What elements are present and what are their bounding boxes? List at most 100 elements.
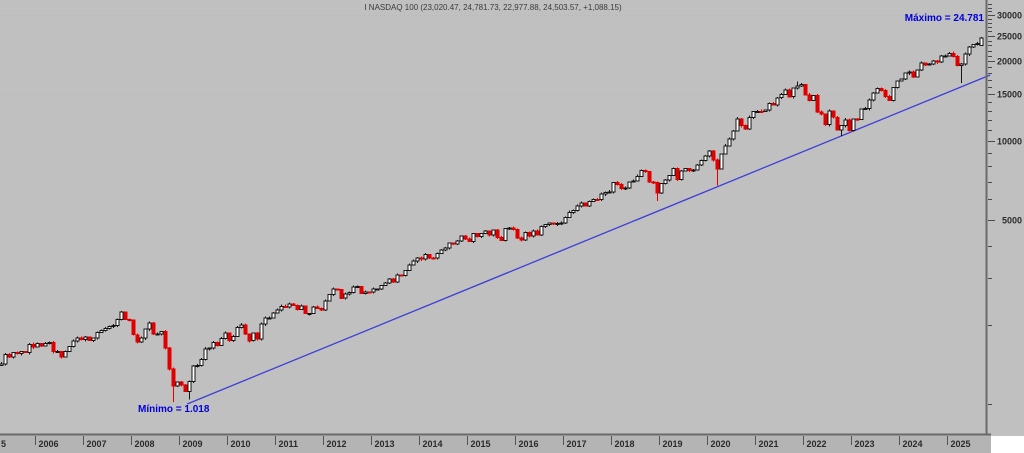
candle	[659, 183, 664, 194]
candle	[947, 51, 952, 57]
candle	[187, 380, 192, 400]
candle	[443, 247, 448, 252]
candle	[183, 384, 188, 393]
candle	[631, 179, 636, 183]
candle	[691, 168, 696, 173]
candle	[847, 118, 852, 132]
candle	[71, 339, 76, 348]
candle	[171, 367, 176, 403]
candle	[747, 115, 752, 131]
candle	[159, 331, 164, 336]
candle	[479, 232, 484, 238]
x-axis-strip	[0, 435, 991, 453]
candle	[31, 342, 36, 349]
candle	[27, 343, 32, 355]
candle	[571, 209, 576, 214]
candle	[943, 54, 948, 58]
candle	[347, 291, 352, 296]
y-axis-tick-label: 15000	[997, 90, 1022, 100]
x-axis-tick-label: 2019	[663, 439, 683, 449]
candle	[787, 88, 792, 98]
candle	[743, 124, 748, 131]
candle	[67, 345, 72, 353]
candle	[499, 236, 504, 242]
candle	[23, 350, 28, 354]
candle	[711, 150, 716, 162]
candle	[139, 336, 144, 344]
candle	[779, 93, 784, 100]
candle	[839, 124, 844, 136]
x-axis-tick-label: 2018	[615, 439, 635, 449]
candle	[739, 117, 744, 128]
candle	[207, 347, 212, 351]
candle	[43, 342, 48, 347]
candle	[867, 98, 872, 111]
candle	[303, 305, 308, 315]
candle	[491, 229, 496, 237]
candle	[95, 331, 100, 340]
candle	[455, 240, 460, 246]
candle	[599, 192, 604, 201]
candle	[315, 305, 320, 310]
candle	[895, 80, 900, 89]
candle	[35, 342, 40, 348]
candle	[475, 233, 480, 238]
x-axis-tick-label: 2007	[87, 439, 107, 449]
candle	[447, 242, 452, 250]
candle	[919, 61, 924, 72]
candle	[243, 323, 248, 335]
candle	[955, 54, 960, 67]
candle	[511, 226, 516, 231]
candle	[503, 227, 508, 242]
x-axis-tick-label: 2010	[231, 439, 251, 449]
candle	[79, 336, 84, 341]
candle	[627, 181, 632, 189]
candle	[907, 70, 912, 75]
candle	[971, 43, 976, 48]
candle	[75, 336, 80, 343]
candle	[735, 117, 740, 132]
candle	[683, 167, 688, 172]
candle	[327, 294, 332, 302]
candle	[831, 110, 836, 119]
candle	[231, 334, 236, 342]
candle	[399, 274, 404, 277]
y-axis-tick-label: 25000	[997, 32, 1022, 42]
candle	[343, 292, 348, 300]
candle	[655, 181, 660, 202]
candle	[635, 174, 640, 182]
candle	[727, 137, 732, 147]
candle	[799, 83, 804, 88]
candle	[663, 178, 668, 185]
candle	[871, 92, 876, 102]
candle	[467, 237, 472, 242]
x-axis-tick-label: 2023	[855, 439, 875, 449]
candle	[259, 322, 264, 341]
candle	[531, 229, 536, 238]
candle	[331, 287, 336, 296]
candle	[267, 316, 272, 320]
y-axis-tick-label: 30000	[997, 11, 1022, 21]
candle	[99, 329, 104, 333]
candle	[879, 87, 884, 92]
candle	[59, 351, 64, 359]
candle	[715, 158, 720, 186]
x-axis-tick-label: 2021	[759, 439, 779, 449]
candle	[359, 285, 364, 294]
candle	[587, 200, 592, 208]
candle	[323, 299, 328, 311]
candle	[911, 70, 916, 78]
candle	[203, 347, 208, 361]
candle	[515, 228, 520, 240]
candle	[695, 163, 700, 171]
support-trendline[interactable]	[186, 74, 991, 405]
candle	[539, 225, 544, 237]
candle	[579, 201, 584, 208]
candle	[147, 321, 152, 331]
candle	[923, 62, 928, 66]
candle	[91, 337, 96, 342]
candle	[603, 191, 608, 196]
candle	[975, 42, 980, 46]
candle	[543, 224, 548, 229]
